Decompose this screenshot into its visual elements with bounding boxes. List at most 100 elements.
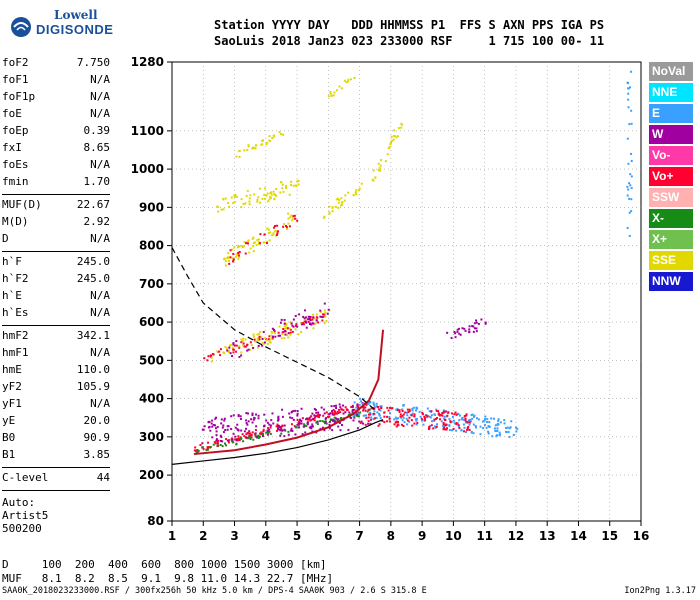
echo-point	[296, 180, 299, 183]
echo-point	[232, 432, 235, 435]
echo-point	[326, 312, 329, 315]
echo-point	[289, 216, 292, 219]
echo-point	[460, 429, 463, 432]
echo-point	[369, 401, 372, 404]
echo-point	[463, 416, 466, 419]
echo-point	[270, 419, 273, 422]
echo-point	[339, 429, 342, 432]
echo-point	[231, 260, 234, 263]
echo-point	[462, 430, 465, 433]
echo-point	[265, 338, 268, 341]
echo-point	[271, 335, 274, 338]
echo-point	[276, 224, 279, 227]
x-tick-label: 16	[633, 529, 650, 543]
y-tick-label: 500	[139, 353, 164, 367]
echo-point	[323, 420, 326, 423]
echo-point	[473, 414, 476, 417]
echo-point	[337, 418, 340, 421]
echo-point	[268, 335, 271, 338]
echo-point	[243, 435, 246, 438]
echo-point	[278, 325, 281, 328]
echo-point	[277, 415, 280, 418]
echo-point	[472, 432, 475, 435]
echo-point	[483, 419, 486, 422]
echo-point	[237, 258, 240, 261]
echo-point	[288, 225, 291, 228]
echo-point	[266, 227, 269, 230]
echo-point	[296, 219, 299, 222]
echo-point	[231, 248, 234, 251]
echo-point	[353, 76, 356, 79]
echo-point	[215, 430, 218, 433]
header-line-1: Station YYYY DAY DDD HHMMSS P1 FFS S AXN…	[214, 18, 605, 32]
echo-point	[304, 320, 307, 323]
echo-point	[468, 325, 471, 328]
echo-point	[256, 333, 259, 336]
echo-point	[219, 439, 222, 442]
echo-point	[390, 135, 393, 138]
echo-point	[430, 414, 433, 417]
echo-point	[354, 191, 357, 194]
param-row: M(D) 2.92	[2, 215, 110, 232]
echo-point	[468, 421, 471, 424]
echo-point	[427, 428, 430, 431]
echo-point	[455, 422, 458, 425]
echo-point	[286, 228, 289, 231]
echo-point	[253, 416, 256, 419]
x-tick-label: 8	[387, 529, 395, 543]
echo-point	[238, 250, 241, 253]
echo-point	[232, 252, 235, 255]
echo-point	[394, 416, 397, 419]
echo-point	[247, 239, 250, 242]
echo-point	[452, 427, 455, 430]
echo-point	[627, 87, 630, 90]
param-name: h`F	[2, 255, 22, 268]
echo-point	[256, 337, 259, 340]
echo-point	[448, 429, 451, 432]
echo-point	[512, 433, 515, 436]
echo-point	[408, 420, 411, 423]
echo-point	[209, 429, 212, 432]
echo-point	[299, 422, 302, 425]
echo-point	[394, 421, 397, 424]
echo-point	[287, 336, 290, 339]
echo-point	[397, 127, 400, 130]
echo-point	[373, 406, 376, 409]
echo-point	[305, 316, 308, 319]
echo-point	[362, 414, 365, 417]
y-tick-label: 300	[139, 430, 164, 444]
echo-point	[338, 198, 341, 201]
echo-point	[509, 426, 512, 429]
echo-point	[342, 412, 345, 415]
echo-trace	[322, 182, 363, 219]
muf-row: MUF 8.1 8.2 8.5 9.1 9.8 11.0 14.3 22.7 […	[2, 572, 334, 585]
echo-point	[475, 321, 478, 324]
echo-point	[238, 255, 241, 258]
echo-point	[310, 323, 313, 326]
echo-point	[356, 415, 359, 418]
echo-point	[271, 327, 274, 330]
echo-point	[217, 350, 220, 353]
echo-point	[287, 217, 290, 220]
echo-point	[429, 425, 432, 428]
echo-point	[269, 334, 272, 337]
echo-point	[395, 425, 398, 428]
echo-point	[335, 198, 338, 201]
echo-point	[391, 407, 394, 410]
echo-point	[283, 325, 286, 328]
echo-point	[281, 424, 284, 427]
echo-point	[395, 136, 398, 139]
echo-point	[339, 416, 342, 419]
echo-point	[355, 411, 358, 414]
echo-point	[219, 348, 222, 351]
echo-point	[365, 403, 368, 406]
echo-point	[402, 416, 405, 419]
echo-point	[472, 423, 475, 426]
echo-point	[254, 429, 257, 432]
echo-point	[630, 187, 633, 190]
echo-point	[465, 413, 468, 416]
echo-point	[375, 416, 378, 419]
echo-point	[307, 318, 310, 321]
echo-point	[628, 211, 631, 214]
echo-point	[361, 402, 364, 405]
